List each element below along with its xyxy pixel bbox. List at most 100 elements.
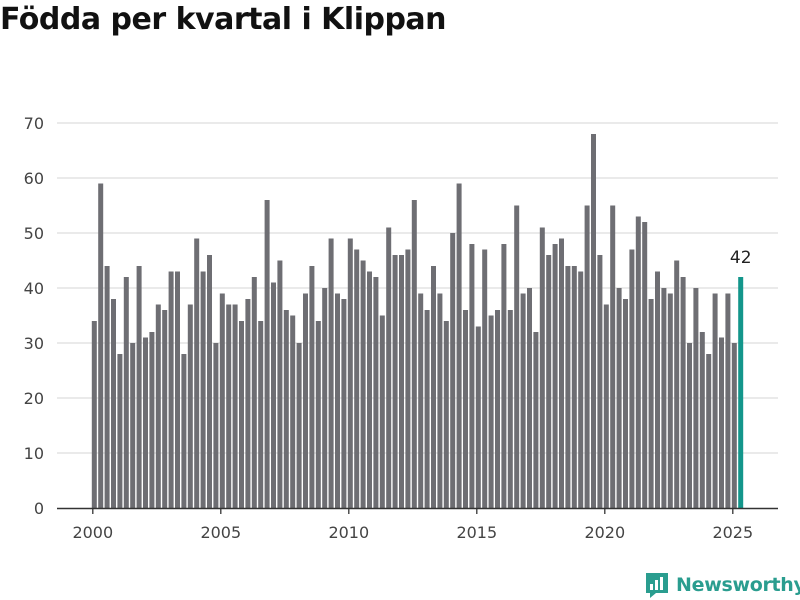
- bar: [488, 315, 494, 508]
- bar: [725, 293, 731, 508]
- bar: [399, 255, 404, 508]
- bar: [386, 227, 392, 508]
- bar: [392, 255, 398, 508]
- bar: [405, 249, 411, 508]
- x-tick-label: 2010: [328, 523, 369, 542]
- bar: [635, 216, 641, 508]
- bar: [111, 299, 116, 508]
- bar: [347, 238, 353, 508]
- y-axis-ticks: 0 10 20 30 40 50 60 70: [24, 114, 44, 518]
- bar: [648, 299, 654, 508]
- bar: [719, 337, 724, 508]
- bar: [200, 271, 206, 508]
- bar: [373, 277, 379, 508]
- y-tick-label: 40: [24, 279, 44, 298]
- value-labels: 42: [730, 248, 752, 268]
- bar: [456, 183, 462, 508]
- bar: [322, 288, 328, 508]
- bar: [149, 332, 155, 508]
- bar: [584, 205, 590, 508]
- y-tick-label: 30: [24, 334, 44, 353]
- bar: [424, 310, 430, 508]
- bar: [559, 238, 564, 508]
- bar: [277, 260, 283, 508]
- bar: [623, 299, 628, 508]
- bar: [443, 321, 449, 508]
- bar: [591, 134, 596, 508]
- x-tick-label: 2015: [456, 523, 497, 542]
- y-tick-label: 50: [24, 224, 44, 243]
- bar: [219, 293, 225, 508]
- bar: [565, 266, 571, 508]
- bar: [379, 315, 385, 508]
- bar: [610, 205, 616, 508]
- bar: [194, 238, 200, 508]
- bar: [431, 266, 436, 508]
- bar: [143, 337, 148, 508]
- bar: [117, 354, 123, 508]
- bar: [123, 277, 129, 508]
- brand-logo[interactable]: Newsworthy: [644, 570, 800, 600]
- bar: [674, 260, 680, 508]
- bar: [437, 293, 443, 508]
- bar: [597, 255, 603, 508]
- y-tick-label: 60: [24, 169, 44, 188]
- bar: [463, 310, 468, 508]
- bar: [360, 260, 366, 508]
- brand-name: Newsworthy: [676, 574, 800, 596]
- bar: [450, 233, 456, 508]
- y-tick-label: 10: [24, 444, 44, 463]
- bar: [245, 299, 251, 508]
- bar: [411, 200, 417, 508]
- bar: [546, 255, 552, 508]
- x-tick-label: 2025: [712, 523, 753, 542]
- bar: [104, 266, 110, 508]
- bar: [315, 321, 321, 508]
- bar: [616, 288, 622, 508]
- x-tick-label: 2020: [584, 523, 625, 542]
- bar: [130, 343, 136, 508]
- bar: [482, 249, 488, 508]
- bar: [712, 293, 718, 508]
- y-tick-label: 0: [34, 499, 44, 518]
- bar: [514, 205, 520, 508]
- bar: [655, 271, 660, 508]
- chart-title: Födda per kvartal i Klippan: [0, 2, 447, 37]
- bar: [168, 271, 174, 508]
- bar: [706, 354, 712, 508]
- bar: [642, 222, 648, 508]
- bar: [533, 332, 539, 508]
- bar: [239, 321, 244, 508]
- bar: [251, 277, 257, 508]
- newsworthy-logo-icon: [646, 573, 668, 598]
- y-tick-label: 20: [24, 389, 44, 408]
- bar: [507, 310, 513, 508]
- bar: [475, 326, 481, 508]
- bar: [226, 304, 232, 508]
- bar: [283, 310, 289, 508]
- bar: [271, 282, 276, 508]
- bar: [98, 183, 104, 508]
- y-tick-label: 70: [24, 114, 44, 133]
- bar: [469, 244, 475, 508]
- bar: [629, 249, 635, 508]
- bar: [571, 266, 577, 508]
- bar: [181, 354, 187, 508]
- bar: [341, 299, 347, 508]
- bar: [309, 266, 315, 508]
- bar: [296, 343, 302, 508]
- bar: [213, 343, 219, 508]
- bar: [693, 288, 699, 508]
- bar: [367, 271, 372, 508]
- bar: [699, 332, 705, 508]
- bar: [495, 310, 500, 508]
- bar: [354, 249, 360, 508]
- bar: [680, 277, 686, 508]
- bar: [539, 227, 545, 508]
- bar: [520, 293, 526, 508]
- bar: [91, 321, 97, 508]
- bar: [303, 293, 308, 508]
- bar-highlight: [738, 277, 744, 508]
- bar: [335, 293, 340, 508]
